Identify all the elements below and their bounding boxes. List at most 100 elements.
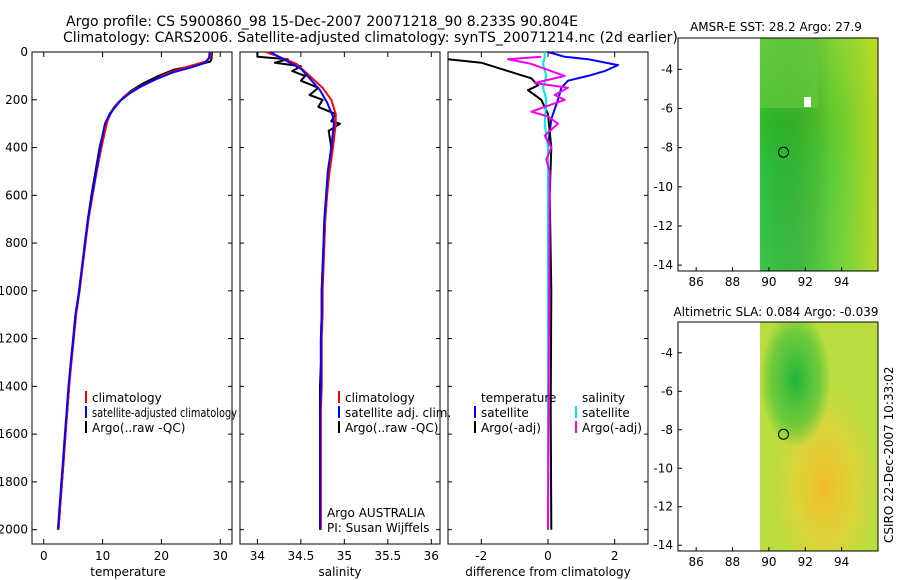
y-tick-label: 1800 — [0, 475, 28, 489]
map-y-tick-label: -8 — [661, 423, 673, 437]
salinity-lines — [240, 51, 440, 531]
series-line-salinity-argo-adj — [507, 55, 569, 530]
map-x-tick-label: 92 — [798, 275, 813, 289]
x-tick-label: 0 — [40, 549, 48, 563]
x-tick-label: 35 — [337, 549, 352, 563]
legend-label-argo: Argo(..raw -QC) — [92, 421, 185, 435]
argo-float-marker — [778, 146, 790, 158]
map-y-tick-label: -8 — [661, 141, 673, 155]
map-y-tick-label: -6 — [661, 101, 673, 115]
sst-y-ticks: -4 -6 -8 -10 -12 -14 — [653, 62, 682, 272]
legend-title-salinity: salinity — [582, 391, 625, 405]
map-x-tick-label: 88 — [725, 555, 740, 569]
temperature-lines — [56, 51, 232, 531]
y-tick-label: 1000 — [0, 284, 28, 298]
argo-float-marker — [778, 428, 790, 440]
depth-y-ticks: 0 200 400 600 800 1000 1200 1400 1600 1800 2000 — [0, 45, 37, 537]
map-x-tick-label: 90 — [761, 555, 776, 569]
x-tick-label: 35.5 — [374, 549, 401, 563]
sst-x-ticks: 86 88 90 92 94 — [689, 267, 849, 289]
temperature-axes-frame — [31, 51, 233, 545]
y-tick-label: 2000 — [0, 523, 28, 537]
map-y-tick-label: -10 — [653, 180, 673, 194]
series-line-argo-raw-qc — [57, 51, 213, 530]
difference-x-ticks: -2 0 2 — [475, 52, 618, 563]
y-tick-label: 600 — [5, 188, 28, 202]
salinity-x-label: salinity — [318, 565, 361, 579]
sla-map-frame — [677, 321, 879, 552]
y-tick-label: 1200 — [0, 332, 28, 346]
legend-label-temp-satellite: satellite — [481, 406, 529, 420]
sla-y-ticks: -4 -6 -8 -10 -12 -14 — [653, 346, 682, 552]
series-line-temperature-satellite — [547, 51, 619, 530]
y-tick-label: 400 — [5, 141, 28, 155]
x-tick-label: 20 — [154, 549, 169, 563]
pi-annotation: PI: Susan Wijffels — [327, 521, 429, 535]
legend-label-temp-argo: Argo(-adj) — [481, 421, 541, 435]
y-tick-label: 1600 — [0, 427, 28, 441]
series-line-argo-raw-qc — [256, 52, 341, 530]
salinity-panel: 34 34.5 35 35.5 36 salinity climatology sate… — [239, 51, 451, 579]
map-y-tick-label: -4 — [661, 346, 673, 360]
sla-map-panel: Altimetric SLA: 0.084 Argo: -0.039 86 88 9… — [653, 305, 878, 569]
map-y-tick-label: -14 — [653, 258, 673, 272]
y-tick-label: 0 — [20, 45, 28, 59]
difference-panel: -2 0 2 difference from climatology tempera… — [447, 51, 649, 579]
map-x-tick-label: 92 — [798, 555, 813, 569]
sst-map-panel: AMSR-E SST: 28.2 Argo: 27.9 86 88 90 92 94 -… — [653, 20, 879, 289]
salinity-x-ticks: 34 34.5 35 35.5 36 — [250, 52, 439, 563]
sla-x-ticks: 86 88 90 92 94 — [689, 547, 849, 569]
y-tick-label: 200 — [5, 93, 28, 107]
difference-legend: temperature satellite Argo(-adj) salinit… — [474, 391, 642, 435]
series-line-climatology — [265, 51, 337, 530]
float-owner-annotation: Argo AUSTRALIA — [327, 506, 426, 520]
x-tick-label: 2 — [611, 549, 619, 563]
sla-map-title: Altimetric SLA: 0.084 Argo: -0.039 — [673, 305, 878, 319]
sst-patch-north — [760, 38, 818, 108]
sla-field-low — [760, 322, 878, 551]
sst-map-frame — [677, 37, 879, 272]
salinity-legend: climatology satellite adj. clim. Argo(..… — [338, 391, 451, 435]
difference-lines — [447, 51, 648, 531]
legend-label-satellite-adjusted: satellite-adjusted climatology — [92, 406, 237, 420]
map-x-tick-label: 86 — [689, 275, 704, 289]
sst-missing-pixel — [804, 97, 811, 107]
map-x-tick-label: 86 — [689, 555, 704, 569]
legend-title-temperature: temperature — [481, 391, 556, 405]
legend-label-climatology: climatology — [345, 391, 415, 405]
plot-title-line2: Climatology: CARS2006. Satellite-adjuste… — [63, 30, 678, 46]
x-tick-label: -2 — [475, 549, 487, 563]
map-y-tick-label: -10 — [653, 461, 673, 475]
map-y-tick-label: -6 — [661, 384, 673, 398]
temperature-legend: climatology satellite-adjusted climatolo… — [85, 391, 237, 435]
map-y-tick-label: -12 — [653, 219, 673, 233]
y-tick-label: 1400 — [0, 379, 28, 393]
legend-label-sal-argo: Argo(-adj) — [582, 421, 642, 435]
map-x-tick-label: 90 — [761, 275, 776, 289]
x-tick-label: 34 — [250, 549, 265, 563]
plot-title-line1: Argo profile: CS 5900860_98 15-Dec-2007 … — [66, 14, 578, 30]
series-line-satellite-adj-clim — [269, 51, 335, 530]
x-tick-label: 34.5 — [288, 549, 315, 563]
map-x-tick-label: 94 — [834, 275, 849, 289]
map-y-tick-label: -4 — [661, 62, 673, 76]
x-tick-label: 30 — [213, 549, 228, 563]
series-line-temperature-argo-adj — [447, 58, 553, 530]
map-x-tick-label: 94 — [834, 555, 849, 569]
series-line-salinity-satellite — [542, 52, 549, 530]
x-tick-label: 10 — [95, 549, 110, 563]
map-y-tick-label: -14 — [653, 538, 673, 552]
legend-label-argo: Argo(..raw -QC) — [345, 421, 438, 435]
legend-label-satellite-adj: satellite adj. clim. — [345, 406, 451, 420]
x-tick-label: 36 — [424, 549, 439, 563]
csiro-timestamp: CSIRO 22-Dec-2007 10:33:02 — [882, 366, 896, 543]
legend-label-climatology: climatology — [92, 391, 162, 405]
sst-map-title: AMSR-E SST: 28.2 Argo: 27.9 — [690, 20, 862, 34]
temperature-panel: 0 10 20 30 0 200 400 600 800 1000 1200 1400 1600 180… — [0, 45, 237, 579]
map-x-tick-label: 88 — [725, 275, 740, 289]
map-y-tick-label: -12 — [653, 500, 673, 514]
salinity-axes-frame — [239, 51, 441, 545]
difference-x-label: difference from climatology — [465, 565, 631, 579]
